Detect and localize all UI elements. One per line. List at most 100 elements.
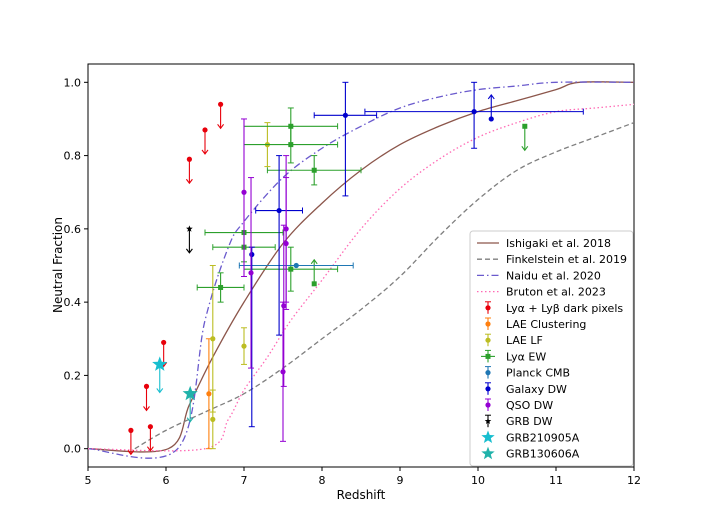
data-point bbox=[185, 156, 193, 185]
legend-entry-series: QSO DW bbox=[485, 398, 553, 412]
point-marker bbox=[210, 416, 216, 422]
y-axis: 0.0 0.2 0.4 0.6 0.8 1.0 bbox=[64, 76, 88, 456]
data-point bbox=[238, 262, 354, 269]
point-marker bbox=[283, 226, 289, 232]
point-marker bbox=[218, 284, 224, 290]
point-marker bbox=[186, 156, 192, 162]
legend-marker bbox=[485, 337, 491, 343]
data-point bbox=[487, 94, 495, 122]
y-tick-label: 1.0 bbox=[64, 76, 82, 89]
upper-limit-arrow bbox=[521, 126, 529, 152]
data-point bbox=[182, 385, 198, 423]
data-point bbox=[209, 265, 216, 413]
lower-limit-arrow bbox=[310, 258, 318, 284]
series-7 bbox=[185, 225, 193, 254]
limit-arrow-head bbox=[127, 450, 135, 456]
legend-label: Naidu et al. 2020 bbox=[506, 269, 601, 282]
point-marker bbox=[280, 369, 286, 375]
point-marker bbox=[293, 262, 299, 269]
legend-label: Galaxy DW bbox=[506, 383, 567, 396]
data-point bbox=[241, 118, 247, 277]
legend-label: Ishigaki et al. 2018 bbox=[506, 237, 611, 250]
limit-arrow-head bbox=[186, 417, 194, 423]
legend-marker bbox=[484, 417, 492, 425]
limit-arrow-head bbox=[201, 149, 209, 155]
data-point bbox=[313, 81, 378, 197]
upper-limit-arrow bbox=[217, 104, 225, 130]
data-point bbox=[152, 356, 168, 394]
data-point bbox=[248, 177, 255, 369]
data-point bbox=[196, 272, 245, 303]
limit-arrow-head bbox=[310, 258, 318, 265]
point-marker bbox=[128, 427, 134, 433]
x-axis: 5 6 7 8 9 10 11 12 bbox=[85, 467, 641, 487]
point-marker bbox=[241, 189, 247, 195]
data-point bbox=[310, 258, 318, 287]
point-marker bbox=[143, 383, 150, 389]
point-marker bbox=[206, 391, 212, 397]
point-marker bbox=[186, 225, 193, 232]
legend-entry-series: GRB130606A bbox=[481, 446, 580, 461]
legend-label: GRB DW bbox=[506, 415, 553, 428]
legend-marker bbox=[485, 386, 491, 392]
legend-label: Lyα EW bbox=[506, 350, 546, 363]
lower-limit-arrow bbox=[487, 94, 495, 119]
data-point bbox=[201, 127, 209, 155]
point-marker bbox=[218, 101, 224, 107]
data-point bbox=[243, 246, 339, 292]
legend-entry-series: LAE Clustering bbox=[485, 317, 586, 331]
point-marker bbox=[276, 207, 282, 214]
legend-marker bbox=[485, 370, 491, 376]
legend-entry-series: GRB210905A bbox=[481, 430, 580, 444]
legend-label: LAE LF bbox=[506, 334, 543, 347]
limit-arrow-head bbox=[217, 123, 225, 130]
point-marker bbox=[311, 281, 317, 287]
point-marker bbox=[342, 112, 348, 118]
point-marker bbox=[152, 356, 168, 371]
limit-arrow-head bbox=[143, 406, 150, 412]
x-tick-label: 8 bbox=[319, 474, 326, 487]
x-tick-label: 9 bbox=[397, 474, 404, 487]
y-tick-label: 0.2 bbox=[64, 369, 82, 382]
series-0 bbox=[127, 101, 225, 456]
legend-label: Planck CMB bbox=[506, 367, 570, 380]
point-marker bbox=[147, 424, 153, 430]
point-marker bbox=[241, 343, 247, 349]
model-line-0 bbox=[88, 81, 634, 453]
limit-arrow-head bbox=[487, 94, 495, 100]
data-points bbox=[127, 81, 584, 456]
limit-arrow-head bbox=[146, 446, 154, 452]
y-tick-label: 0.4 bbox=[64, 296, 82, 309]
legend-box bbox=[469, 230, 634, 467]
legend-marker bbox=[485, 402, 491, 408]
y-tick-label: 0.0 bbox=[64, 443, 82, 456]
limit-arrow-head bbox=[521, 145, 529, 152]
series-4 bbox=[238, 262, 354, 269]
limit-arrow-head bbox=[185, 248, 193, 254]
point-marker bbox=[471, 109, 477, 115]
x-tick-label: 6 bbox=[163, 474, 170, 487]
legend-label: GRB130606A bbox=[506, 448, 580, 461]
legend-entry-series: Lyα EW bbox=[481, 349, 546, 363]
point-marker bbox=[281, 303, 287, 309]
x-tick-label: 11 bbox=[549, 474, 563, 487]
upper-limit-arrow bbox=[156, 364, 164, 394]
legend-label: GRB210905A bbox=[506, 431, 580, 444]
legend-entry-series: Lyα + Lyβ dark pixels bbox=[485, 301, 623, 315]
legend-entry-model: Finkelstein et al. 2019 bbox=[477, 253, 627, 266]
x-tick-label: 10 bbox=[471, 474, 485, 487]
x-axis-label: Redshift bbox=[337, 488, 386, 502]
legend-label: QSO DW bbox=[506, 399, 553, 412]
legend-entry-model: Naidu et al. 2020 bbox=[477, 269, 601, 282]
upper-limit-arrow bbox=[186, 393, 194, 423]
point-marker bbox=[311, 167, 317, 173]
plot-frame bbox=[87, 63, 635, 468]
y-tick-label: 0.6 bbox=[64, 223, 82, 236]
data-point bbox=[205, 338, 212, 450]
series-8 bbox=[152, 356, 168, 394]
legend-entry-model: Bruton et al. 2023 bbox=[477, 286, 606, 299]
point-marker bbox=[210, 336, 216, 342]
series-6 bbox=[241, 118, 290, 442]
legend-marker bbox=[485, 305, 491, 311]
